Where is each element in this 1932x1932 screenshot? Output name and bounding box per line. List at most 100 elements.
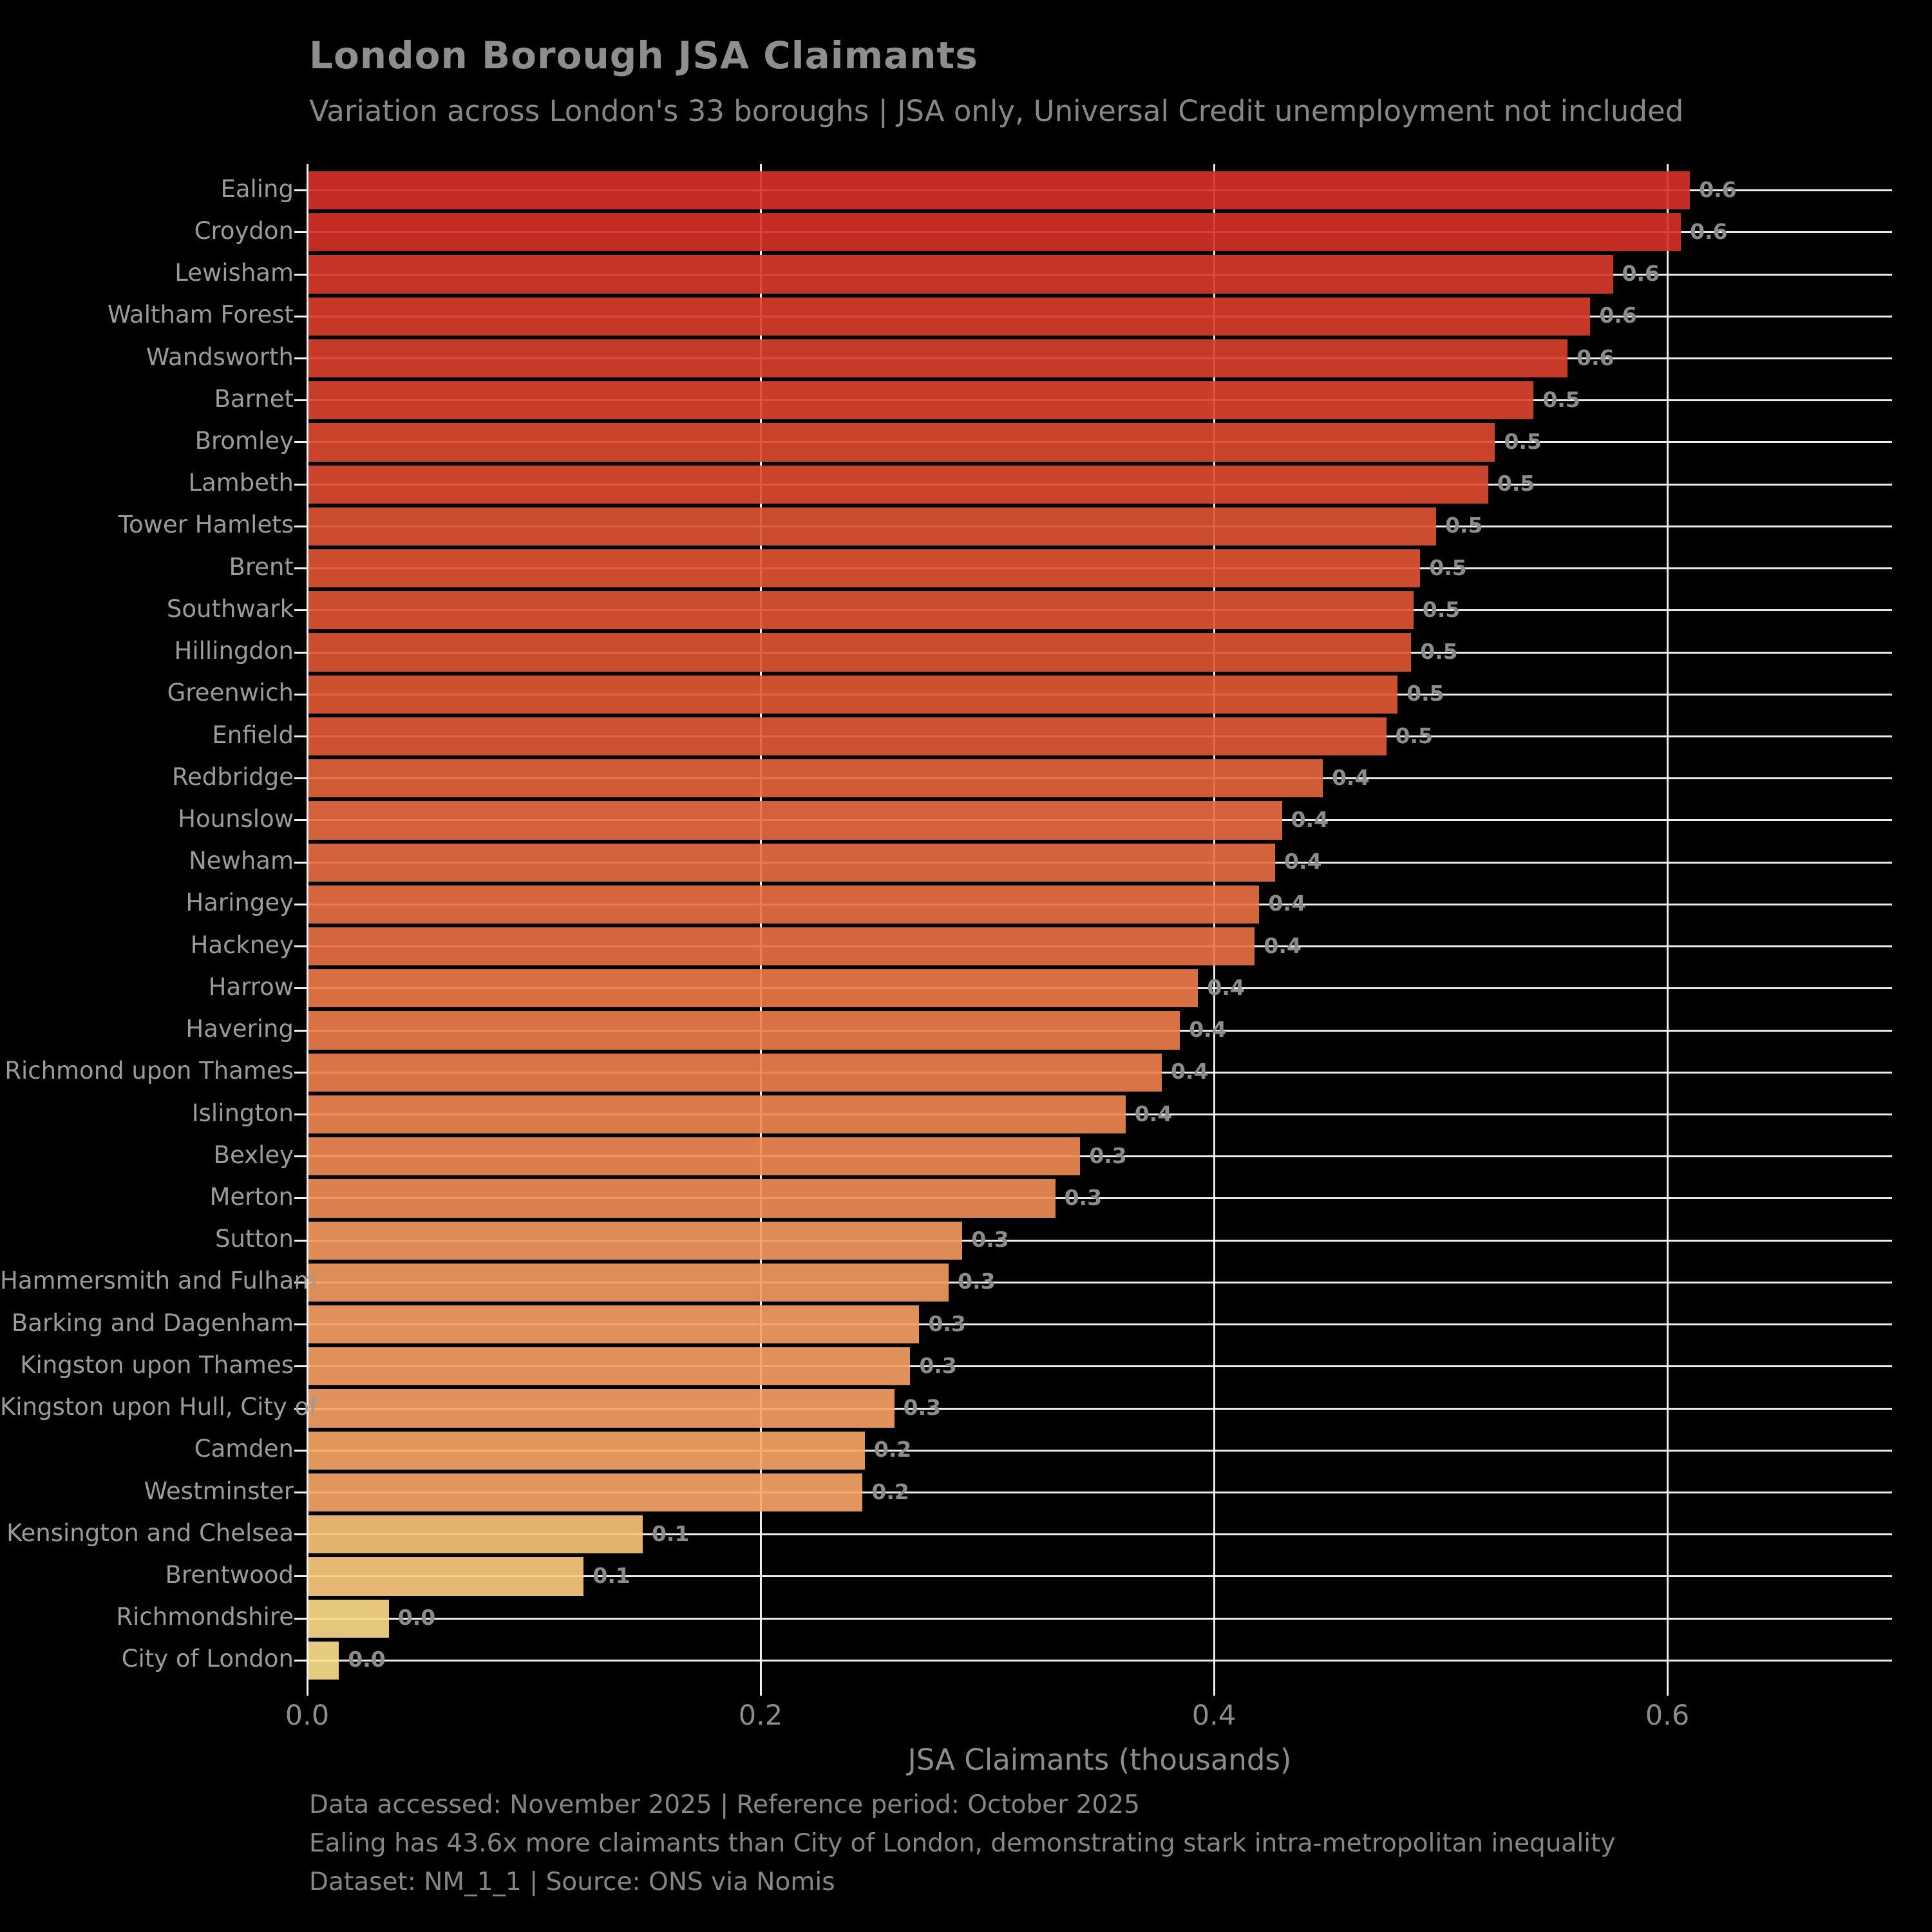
bar-barnet xyxy=(308,381,1534,420)
bar-value-label: 0.1 xyxy=(592,1562,630,1588)
category-label: Kensington and Chelsea xyxy=(6,1519,294,1547)
bar-value-label: 0.4 xyxy=(1331,764,1370,790)
x-tick-mark-0.2 xyxy=(759,1681,762,1696)
y-tick-mark xyxy=(294,987,307,990)
bar-islington xyxy=(308,1095,1126,1134)
bar-value-label: 0.3 xyxy=(919,1352,957,1378)
bar-brentwood xyxy=(308,1557,584,1596)
y-tick-mark xyxy=(294,1113,307,1115)
category-label: Lewisham xyxy=(175,259,294,287)
y-tick-mark xyxy=(294,693,307,696)
y-tick-mark xyxy=(294,399,307,402)
bar-city-of-london xyxy=(308,1641,339,1680)
y-gridline xyxy=(307,1492,1892,1493)
y-tick-mark xyxy=(294,231,307,234)
y-tick-mark xyxy=(294,483,307,486)
y-tick-mark xyxy=(294,1029,307,1032)
y-axis-spine xyxy=(306,164,308,1681)
bar-value-label: 0.3 xyxy=(971,1227,1009,1253)
chart-title: London Borough JSA Claimants xyxy=(309,33,978,77)
y-tick-mark xyxy=(294,735,307,737)
footer-source: Dataset: NM_1_1 | Source: ONS via Nomis xyxy=(309,1868,835,1897)
bar-sutton xyxy=(308,1221,963,1260)
bar-westminster xyxy=(308,1473,863,1512)
bar-richmondshire xyxy=(308,1599,389,1638)
category-label: Wandsworth xyxy=(146,343,294,371)
y-gridline xyxy=(307,1533,1892,1536)
bar-kensington-and-chelsea xyxy=(308,1515,643,1554)
y-tick-mark xyxy=(294,1155,307,1158)
y-gridline xyxy=(307,1575,1892,1578)
y-tick-mark xyxy=(294,441,307,444)
bar-bromley xyxy=(308,423,1495,462)
bar-tower-hamlets xyxy=(308,507,1436,545)
y-tick-mark xyxy=(294,1492,307,1493)
y-gridline xyxy=(307,1407,1892,1410)
bar-value-label: 0.4 xyxy=(1268,891,1306,916)
bar-value-label: 0.6 xyxy=(1690,218,1728,244)
bar-camden xyxy=(308,1431,865,1470)
y-tick-mark xyxy=(294,315,307,317)
bar-barking-and-dagenham xyxy=(308,1305,920,1344)
bar-croydon xyxy=(308,213,1681,252)
y-gridline xyxy=(307,1281,1892,1283)
bar-value-label: 0.3 xyxy=(1064,1184,1103,1210)
category-label: Islington xyxy=(191,1099,294,1127)
bar-value-label: 0.4 xyxy=(1284,849,1322,875)
bar-wandsworth xyxy=(308,339,1568,378)
bar-waltham-forest xyxy=(308,297,1591,336)
y-tick-mark xyxy=(294,903,307,905)
x-tick-label-0.0: 0.0 xyxy=(285,1700,330,1732)
y-tick-mark xyxy=(294,567,307,570)
category-label: Lambeth xyxy=(188,469,294,497)
x-tick-mark-0.6 xyxy=(1666,1681,1669,1696)
y-tick-mark xyxy=(294,651,307,654)
bar-value-label: 0.6 xyxy=(1699,176,1737,202)
bar-havering xyxy=(308,1011,1180,1050)
bar-value-label: 0.4 xyxy=(1207,974,1245,1000)
y-tick-mark xyxy=(294,1239,307,1242)
bar-value-label: 0.3 xyxy=(1089,1142,1127,1168)
category-label: Redbridge xyxy=(171,762,294,791)
category-label: Sutton xyxy=(214,1225,294,1253)
y-tick-mark xyxy=(294,525,307,527)
category-label: Bromley xyxy=(194,426,294,455)
category-label: Barking and Dagenham xyxy=(11,1309,294,1337)
x-gridline-0.6 xyxy=(1666,164,1669,1681)
y-tick-mark xyxy=(294,945,307,948)
y-gridline xyxy=(307,1239,1892,1242)
bar-value-label: 0.4 xyxy=(1264,933,1302,958)
y-tick-mark xyxy=(294,819,307,822)
y-tick-mark xyxy=(294,1449,307,1452)
category-label: Southwark xyxy=(166,594,294,623)
bar-value-label: 0.1 xyxy=(651,1520,690,1546)
category-label: Hammersmith and Fulham xyxy=(0,1267,317,1295)
category-label: Kingston upon Hull, City of xyxy=(0,1393,318,1421)
category-label: Camden xyxy=(194,1435,294,1463)
y-gridline xyxy=(307,1659,1892,1662)
x-tick-label-0.4: 0.4 xyxy=(1191,1700,1236,1732)
x-tick-label-0.6: 0.6 xyxy=(1645,1700,1690,1732)
bar-value-label: 0.5 xyxy=(1504,428,1542,454)
y-tick-mark xyxy=(294,1281,307,1283)
category-label: Hackney xyxy=(190,931,294,959)
bar-value-label: 0.5 xyxy=(1406,681,1444,706)
bar-haringey xyxy=(308,885,1260,923)
x-axis-label: JSA Claimants (thousands) xyxy=(907,1743,1292,1777)
bar-richmond-upon-thames xyxy=(308,1053,1162,1092)
category-label: Ealing xyxy=(220,175,294,203)
bar-value-label: 0.6 xyxy=(1577,345,1615,370)
category-label: Harrow xyxy=(208,972,294,1001)
bar-southwark xyxy=(308,591,1414,630)
bar-brent xyxy=(308,549,1421,588)
category-label: Brent xyxy=(229,553,294,581)
bar-hounslow xyxy=(308,801,1282,840)
y-gridline xyxy=(307,1617,1892,1620)
category-label: Hillingdon xyxy=(174,637,294,665)
category-label: Tower Hamlets xyxy=(118,511,294,539)
x-tick-mark-0.4 xyxy=(1213,1681,1215,1696)
y-gridline xyxy=(307,1155,1892,1158)
category-label: Newham xyxy=(189,847,294,875)
